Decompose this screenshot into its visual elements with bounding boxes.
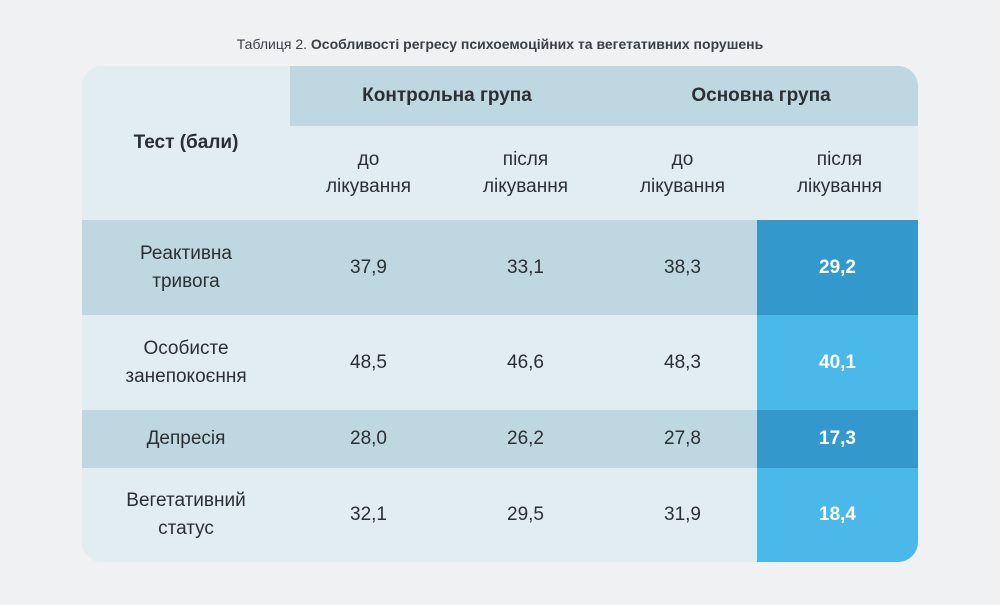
row-label-line: Реактивна — [140, 242, 232, 264]
table-cell: 48,5 — [350, 351, 387, 373]
subheader-main-after: після лікування — [761, 126, 918, 220]
row-label: Депресія — [146, 428, 226, 449]
results-table: Тест (бали) Контрольна група Основна гру… — [82, 66, 918, 562]
table-cell: 29,5 — [507, 504, 544, 525]
subheader-control-before: до лікування — [290, 126, 447, 220]
highlight-cell: 40,1 — [757, 315, 918, 410]
caption-title: Особливості регресу психоемоційних та ве… — [310, 36, 764, 52]
table-cell: 46,6 — [507, 351, 544, 373]
table-row — [82, 468, 757, 562]
table-cell: 27,8 — [664, 428, 701, 449]
table-cell: 48,3 — [664, 351, 701, 373]
subheader-line: лікування — [482, 176, 569, 197]
table-cell: 37,9 — [350, 256, 387, 278]
row-label: Особисте занепокоєння — [82, 315, 290, 410]
table-caption: Таблиця 2. Особливості регресу психоемоц… — [0, 36, 1000, 52]
table-cell: 32,1 — [350, 504, 387, 525]
subheader-line: до — [357, 149, 380, 170]
highlight-cell: 29,2 — [757, 220, 918, 315]
table-row — [82, 410, 757, 468]
table-cell: 28,0 — [350, 428, 387, 449]
subheader-line: лікування — [325, 176, 412, 197]
row-label-line: занепокоєння — [125, 365, 247, 387]
subheader-line: до — [671, 149, 694, 170]
test-column-header: Тест (бали) — [133, 132, 239, 153]
control-group-header: Контрольна група — [362, 85, 532, 106]
highlight-cell: 18,4 — [757, 468, 918, 562]
row-label-line: Вегетативний — [126, 490, 246, 511]
subheader-control-after: після лікування — [447, 126, 604, 220]
highlight-cell: 17,3 — [757, 410, 918, 468]
caption-prefix: Таблиця 2. — [236, 36, 311, 52]
subheader-line: після — [502, 149, 549, 170]
table-row — [82, 220, 757, 315]
group-header-band — [290, 66, 918, 126]
row-label-line: Особисте — [143, 337, 229, 359]
subheader-line: лікування — [639, 176, 726, 197]
table-cell: 26,2 — [507, 428, 544, 449]
subheader-line: після — [816, 149, 863, 170]
row-label-line: тривога — [152, 270, 220, 292]
row-label-line: статус — [158, 518, 214, 539]
subheader-line: лікування — [796, 176, 883, 197]
subheader-main-before: до лікування — [604, 126, 761, 220]
table-cell: 38,3 — [664, 256, 701, 278]
table-cell: 31,9 — [664, 504, 701, 525]
row-label: Реактивна тривога — [82, 220, 290, 315]
table-row — [82, 315, 757, 410]
main-group-header: Основна група — [691, 85, 831, 106]
table-cell: 33,1 — [507, 256, 544, 278]
row-label: Вегетативний статус — [82, 468, 290, 562]
